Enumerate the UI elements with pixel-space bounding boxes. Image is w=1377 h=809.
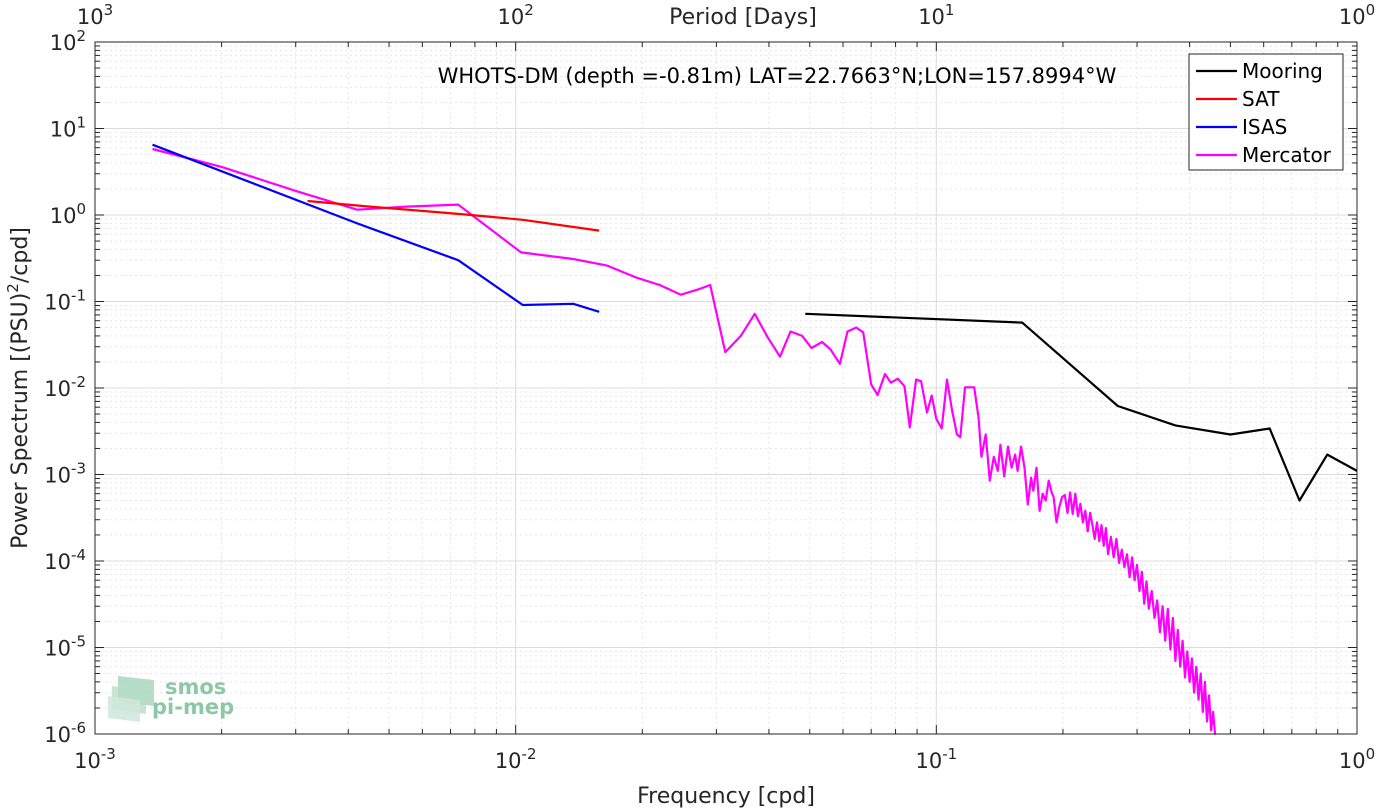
y-tick-label: 10-6: [44, 719, 86, 747]
top-tick-label: 102: [498, 1, 534, 29]
series-lines: [152, 143, 1358, 735]
legend: Mooring SAT ISAS Mercator: [1188, 53, 1344, 171]
x-tick-label: 10-1: [915, 745, 957, 773]
y-tick-label: 10-1: [44, 287, 86, 315]
axis-tick-marks: [94, 41, 1358, 735]
legend-label-isas: ISAS: [1242, 115, 1287, 139]
y-tick-label: 100: [50, 200, 86, 228]
top-tick-label: 100: [1339, 1, 1375, 29]
top-tick-labels: 103 102 101 100: [77, 1, 1375, 29]
x-axis-label: Frequency [cpd]: [637, 784, 815, 809]
y-tick-label: 101: [50, 114, 86, 142]
logo-text-bottom: pi-mep: [152, 695, 234, 719]
y-axis-label: Power Spectrum [(PSU)2/cpd]: [4, 227, 33, 549]
chart-title: WHOTS-DM (depth =-0.81m) LAT=22.7663°N;L…: [438, 64, 1117, 88]
legend-box: [1188, 53, 1344, 171]
legend-label-mooring: Mooring: [1242, 59, 1323, 83]
y-tick-label: 102: [50, 27, 86, 55]
series-line-sat: [307, 199, 600, 232]
series-line-mooring: [805, 312, 1358, 502]
top-axis-label: Period [Days]: [669, 5, 817, 30]
top-tick-label: 103: [77, 1, 113, 29]
logo-text-top: smos: [165, 675, 226, 699]
x-tick-label: 100: [1339, 745, 1375, 773]
series-line-isas: [152, 143, 600, 313]
y-tick-label: 10-4: [44, 546, 86, 574]
y-tick-labels: 10-6 10-5 10-4 10-3 10-2 10-1 100 101 102: [44, 27, 86, 747]
top-tick-label: 101: [918, 1, 954, 29]
legend-label-sat: SAT: [1242, 87, 1280, 111]
smos-pi-mep-logo: smos pi-mep: [108, 675, 234, 722]
series-line-mercator: [152, 147, 1217, 735]
x-tick-label: 10-2: [495, 745, 537, 773]
y-tick-label: 10-5: [44, 633, 86, 661]
y-tick-label: 10-3: [44, 460, 86, 488]
legend-label-mercator: Mercator: [1242, 143, 1332, 167]
x-tick-label: 10-3: [74, 745, 116, 773]
y-tick-label: 10-2: [44, 373, 86, 401]
x-tick-labels: 10-3 10-2 10-1 100: [74, 745, 1375, 773]
